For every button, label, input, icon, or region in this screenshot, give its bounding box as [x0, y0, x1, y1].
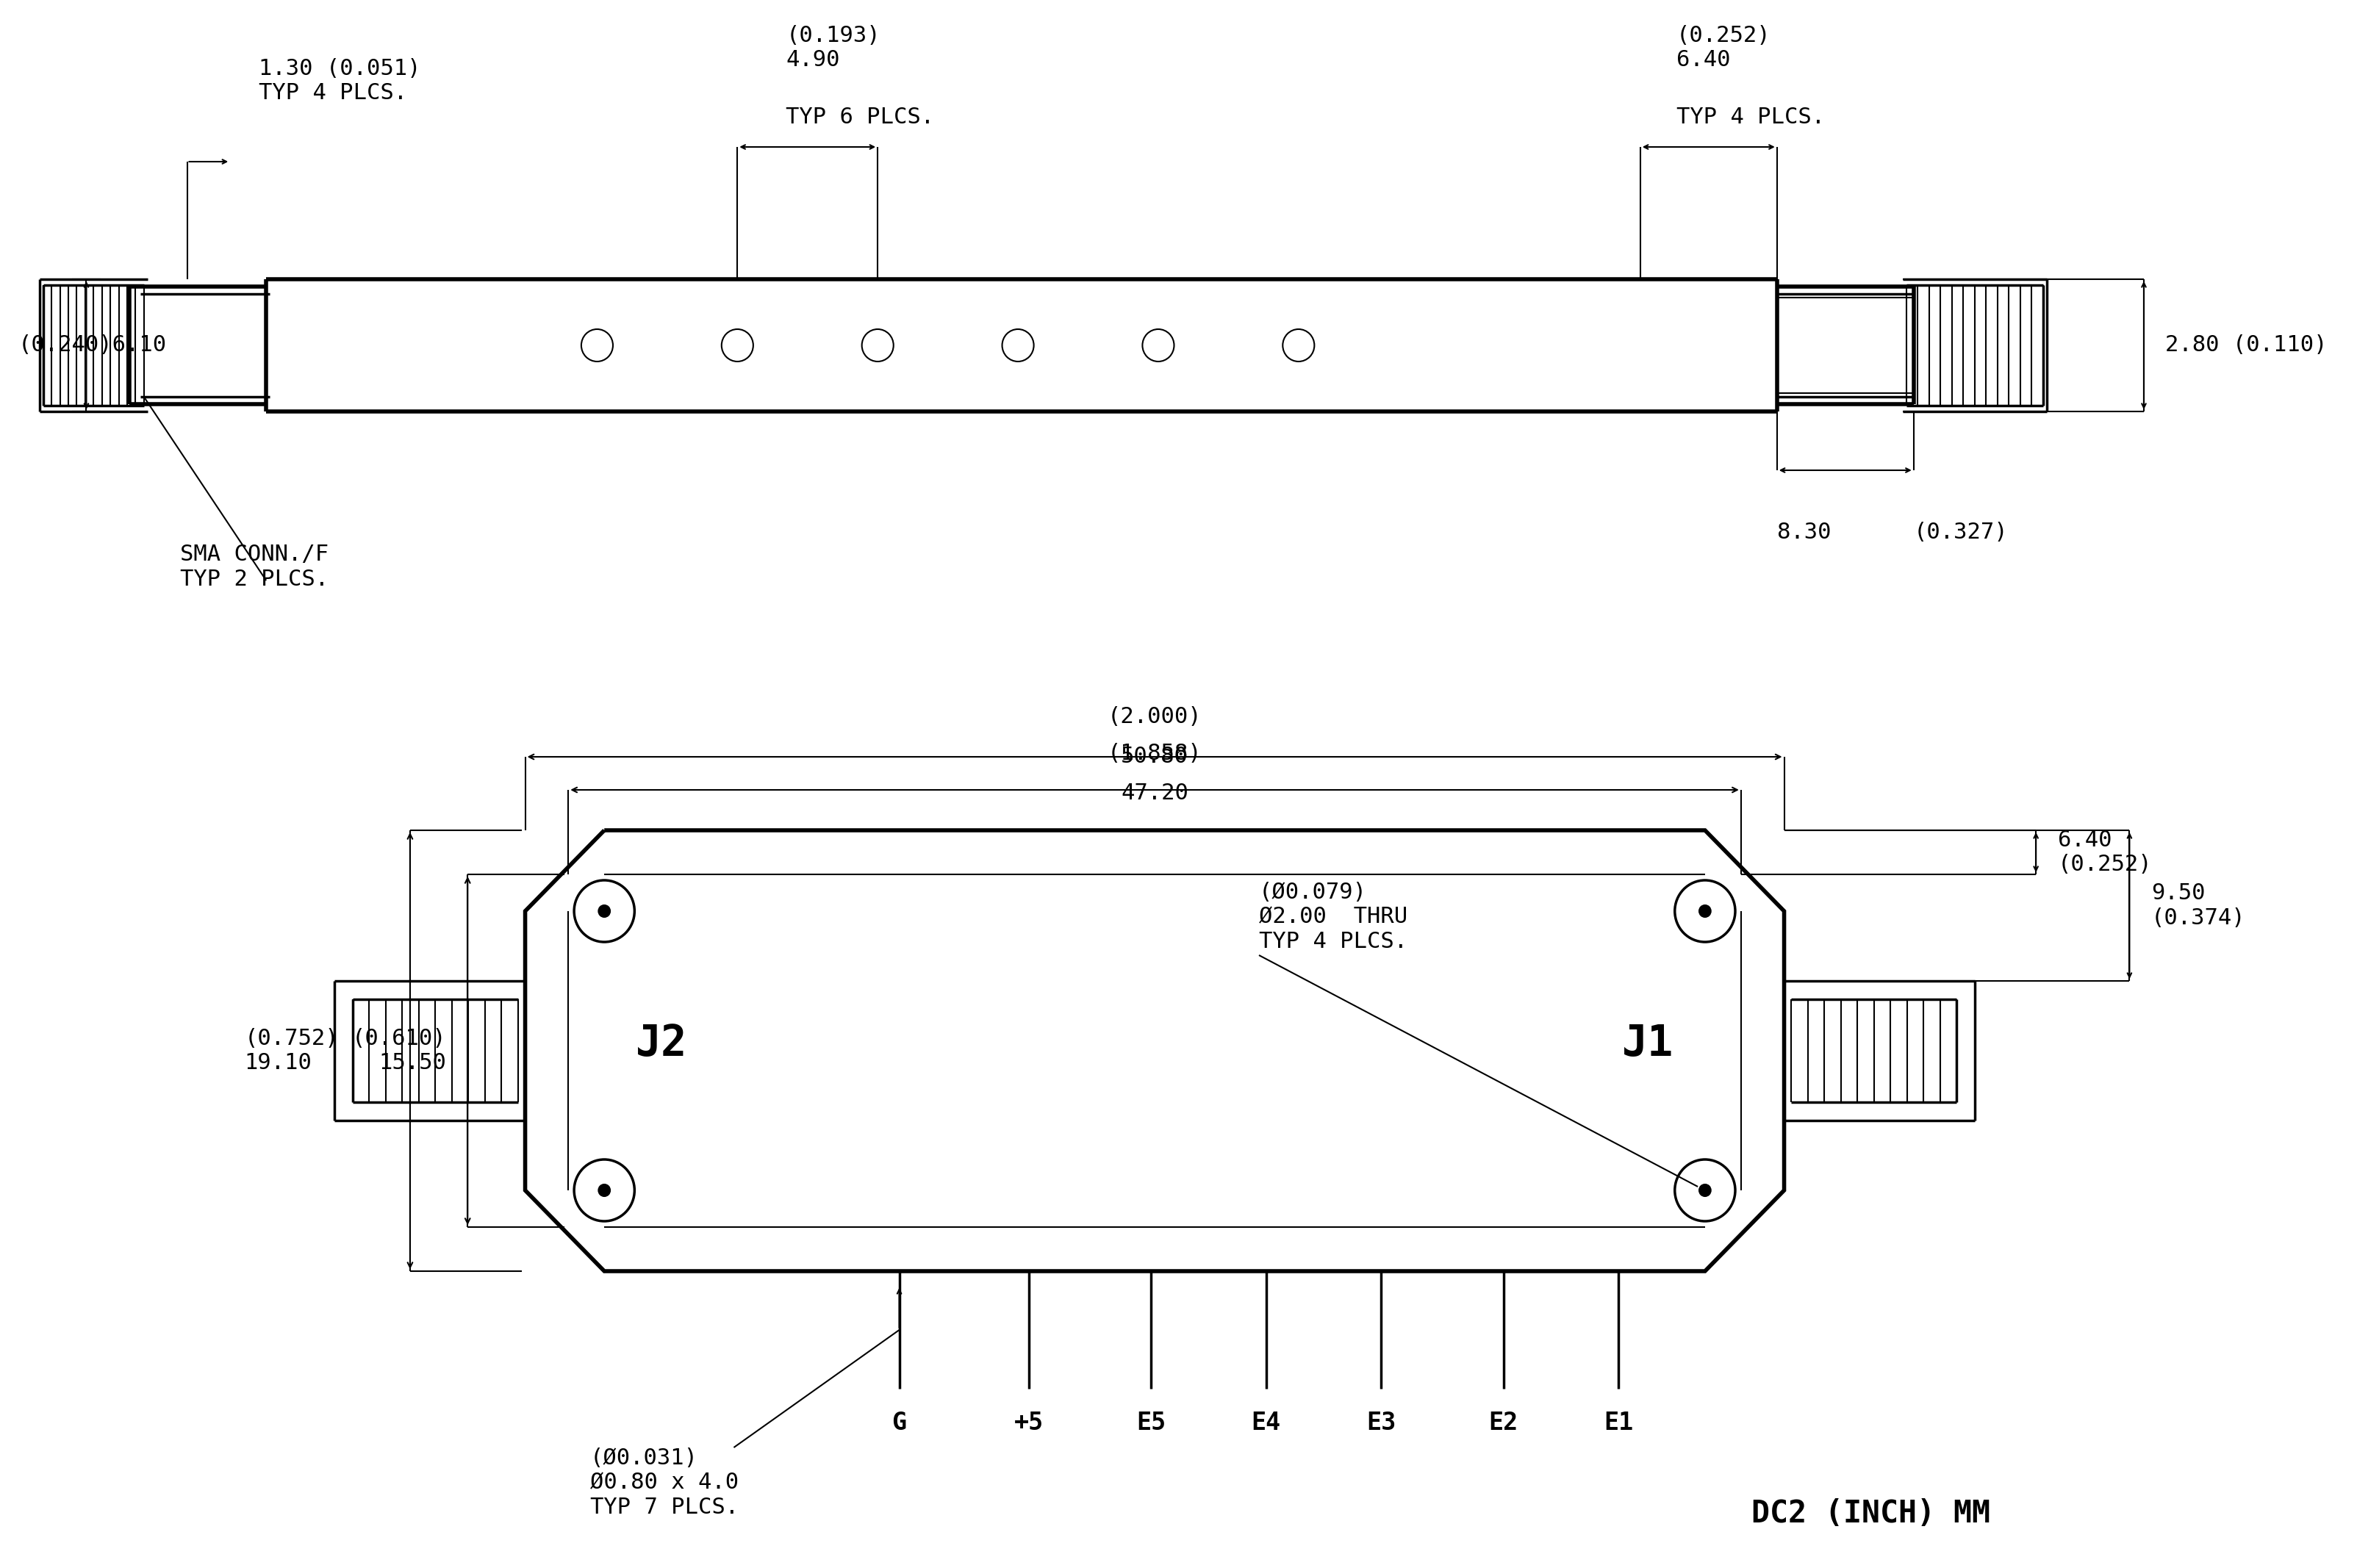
Text: J2: J2	[636, 1022, 688, 1065]
Text: (Ø0.031)
Ø0.80 x 4.0
TYP 7 PLCS.: (Ø0.031) Ø0.80 x 4.0 TYP 7 PLCS.	[589, 1447, 738, 1518]
Text: 9.50
(0.374): 9.50 (0.374)	[2152, 883, 2246, 928]
Text: (0.193)
4.90: (0.193) 4.90	[785, 25, 882, 71]
Text: DC2 (INCH) MM: DC2 (INCH) MM	[1751, 1497, 1989, 1529]
Circle shape	[599, 1184, 610, 1196]
Text: J1: J1	[1622, 1022, 1673, 1065]
Text: (0.327): (0.327)	[1914, 522, 2008, 543]
Text: E1: E1	[1603, 1411, 1633, 1435]
Text: E5: E5	[1136, 1411, 1167, 1435]
Text: E4: E4	[1252, 1411, 1280, 1435]
Text: E3: E3	[1367, 1411, 1395, 1435]
Circle shape	[599, 905, 610, 917]
Text: 1.30 (0.051)
TYP 4 PLCS.: 1.30 (0.051) TYP 4 PLCS.	[259, 58, 422, 103]
Text: (0.752)
19.10: (0.752) 19.10	[245, 1027, 339, 1074]
Text: (1.858): (1.858)	[1108, 743, 1202, 764]
Text: (0.240)6.10: (0.240)6.10	[19, 334, 167, 356]
Text: TYP 6 PLCS.: TYP 6 PLCS.	[785, 107, 933, 129]
Text: TYP 4 PLCS.: TYP 4 PLCS.	[1676, 107, 1824, 129]
Text: (0.252)
6.40: (0.252) 6.40	[1676, 25, 1770, 71]
Text: (Ø0.079)
Ø2.00  THRU
TYP 4 PLCS.: (Ø0.079) Ø2.00 THRU TYP 4 PLCS.	[1259, 881, 1407, 952]
Text: 6.40
(0.252): 6.40 (0.252)	[2058, 829, 2152, 875]
Circle shape	[1699, 905, 1711, 917]
Text: (2.000): (2.000)	[1108, 706, 1202, 728]
Text: G: G	[891, 1411, 907, 1435]
Text: E2: E2	[1490, 1411, 1518, 1435]
Text: 8.30: 8.30	[1777, 522, 1831, 543]
Text: (0.610)
15.50: (0.610) 15.50	[351, 1027, 445, 1074]
Text: 2.80 (0.110): 2.80 (0.110)	[2166, 334, 2326, 356]
Text: SMA CONN./F
TYP 2 PLCS.: SMA CONN./F TYP 2 PLCS.	[179, 544, 328, 590]
Text: 50.80: 50.80	[1122, 746, 1188, 767]
Circle shape	[1699, 1184, 1711, 1196]
Text: 47.20: 47.20	[1122, 782, 1188, 804]
Text: +5: +5	[1014, 1411, 1044, 1435]
